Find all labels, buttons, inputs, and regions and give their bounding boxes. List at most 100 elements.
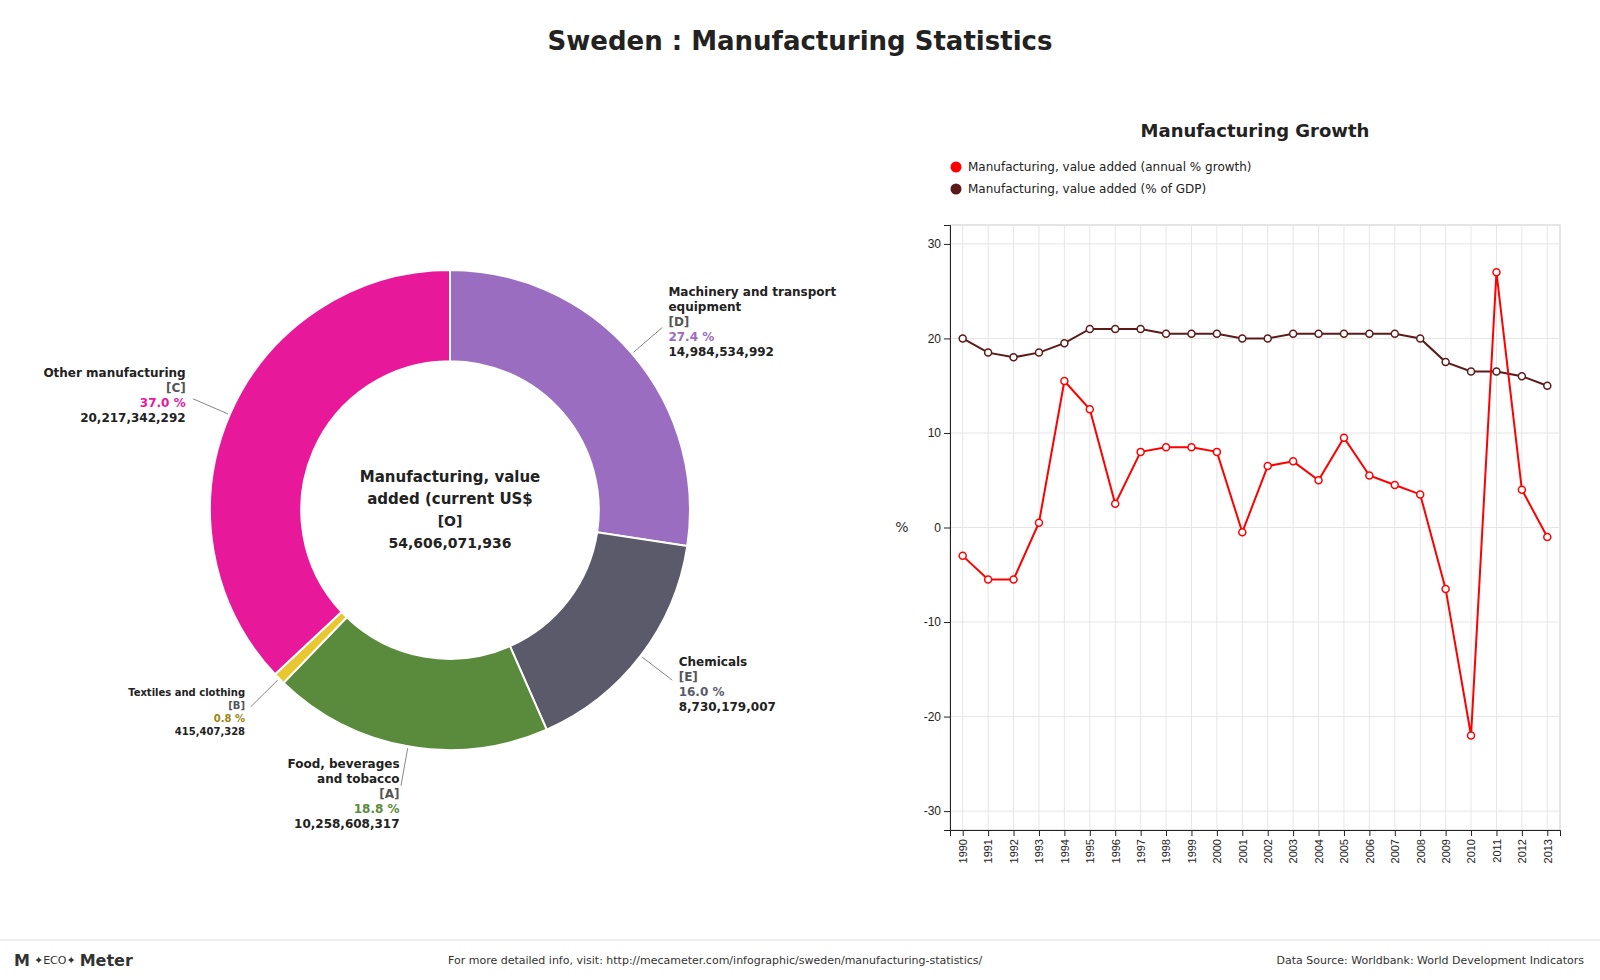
code-label: [E] (679, 670, 776, 685)
tick-label: 1996 (1110, 839, 1122, 863)
tick: 2012 (1516, 830, 1528, 863)
category-label: Chemicals (679, 655, 776, 670)
tick-mark (1293, 830, 1294, 836)
tick-label: 1990 (957, 839, 969, 863)
grid-line (950, 527, 1560, 528)
point (1340, 330, 1347, 337)
grid (950, 225, 1560, 830)
domain (951, 831, 1561, 837)
legend-swatch (951, 162, 962, 173)
tick-mark (1522, 830, 1523, 836)
point (1417, 491, 1424, 498)
line (963, 329, 1548, 386)
axis-title: % (895, 519, 908, 535)
amount-label: 10,258,608,317 (287, 816, 399, 831)
tick-label: 0 (934, 521, 941, 535)
tick: 1996 (1110, 830, 1122, 863)
data-label: 27.4 % (668, 330, 836, 345)
amount-label: 14,984,534,992 (668, 345, 836, 360)
point (1391, 481, 1398, 488)
title: Sweden : Manufacturing Statistics (548, 26, 1053, 56)
legend: Manufacturing, value added (annual % gro… (951, 160, 1252, 196)
center-text: added (current US$ (367, 490, 533, 508)
point (1188, 444, 1195, 451)
point (1061, 340, 1068, 347)
point (1112, 500, 1119, 507)
point (1010, 354, 1017, 361)
point (1366, 330, 1373, 337)
tick: 20 (928, 332, 950, 346)
tick: 1994 (1059, 830, 1071, 863)
tick-mark (1395, 830, 1396, 836)
tick-label: 2010 (1465, 839, 1477, 863)
tick: -10 (924, 615, 950, 629)
tick: 1992 (1008, 830, 1020, 863)
point (1137, 448, 1144, 455)
tick-mark (944, 717, 950, 718)
tick: 1997 (1135, 830, 1147, 863)
wedges (210, 270, 690, 750)
tick: 30 (928, 237, 950, 251)
tick: 1991 (982, 830, 994, 863)
tick-mark (1446, 830, 1447, 836)
tick-label: -30 (924, 804, 942, 818)
tick-label: 2005 (1338, 839, 1350, 863)
plot-area (950, 225, 1560, 830)
grid-line (950, 622, 1560, 623)
point (1442, 585, 1449, 592)
tick-mark (1191, 830, 1192, 836)
tick: 2002 (1262, 830, 1274, 863)
tick-mark (1547, 830, 1548, 836)
tick-label: 2002 (1262, 839, 1274, 863)
point (1086, 325, 1093, 332)
tick: 2004 (1313, 830, 1325, 863)
point (1315, 477, 1322, 484)
point (1493, 269, 1500, 276)
code-label: [B] (128, 699, 245, 712)
data-label: 18.8 % (287, 801, 399, 816)
pie-label: Textiles and clothing[B]0.8 %415,407,328 (128, 686, 245, 738)
tick: 2001 (1237, 830, 1249, 863)
grid-line (950, 243, 1560, 244)
point (1391, 330, 1398, 337)
point (1417, 335, 1424, 342)
grid-line (950, 432, 1560, 433)
tick-mark (944, 528, 950, 529)
tick-mark (944, 338, 950, 339)
tick: 2011 (1491, 830, 1503, 863)
point (1264, 335, 1271, 342)
amount-label: 20,217,342,292 (43, 411, 185, 426)
tick: -20 (924, 710, 950, 724)
point (1315, 330, 1322, 337)
pie-label: Other manufacturing[C]37.0 %20,217,342,2… (43, 366, 185, 426)
code-label: [C] (43, 381, 185, 396)
label-layer: Machinery and transport equipment[D]27.4… (0, 0, 1600, 980)
domain (944, 226, 951, 831)
point (1290, 458, 1297, 465)
center-text: 54,606,071,936 (388, 535, 511, 551)
tick-mark (1420, 830, 1421, 836)
footer-text: Data Source: Worldbank: World Developmen… (1277, 954, 1585, 967)
tick-mark (1496, 830, 1497, 836)
tick-mark (1166, 830, 1167, 836)
point (1468, 368, 1475, 375)
tick-label: 2000 (1211, 839, 1223, 863)
point (1213, 330, 1220, 337)
tick: -30 (924, 804, 950, 818)
point (985, 349, 992, 356)
point (959, 552, 966, 559)
center-text: Manufacturing, value (360, 468, 541, 486)
category-label: Other manufacturing (43, 366, 185, 381)
leader-line (193, 399, 228, 414)
tick-mark (963, 830, 964, 836)
tick: 2008 (1415, 830, 1427, 863)
point (1544, 533, 1551, 540)
footer-text: For more detailed info, visit: http://me… (448, 954, 983, 967)
tick-label: 2006 (1364, 839, 1376, 863)
tick: 1990 (957, 830, 969, 863)
point (1035, 519, 1042, 526)
tick-label: 2011 (1491, 839, 1503, 863)
tick-mark (1115, 830, 1116, 836)
point (1213, 448, 1220, 455)
point (1163, 444, 1170, 451)
